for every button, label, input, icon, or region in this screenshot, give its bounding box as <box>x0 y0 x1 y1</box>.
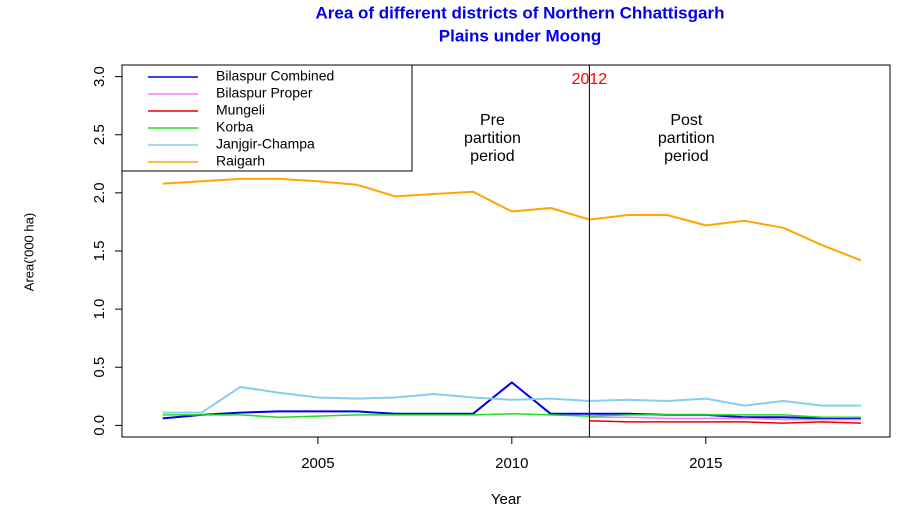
y-tick-label: 0.0 <box>91 415 108 436</box>
annotation: partition <box>464 130 521 147</box>
chart-title: Area of different districts of Northern … <box>316 3 725 22</box>
y-tick-label: 2.0 <box>91 182 108 203</box>
legend-label: Janjgir-Champa <box>216 136 315 152</box>
x-axis-label: Year <box>491 491 521 508</box>
legend-box <box>121 64 413 172</box>
legend-label: Bilaspur Combined <box>216 68 334 84</box>
annotation: Post <box>670 112 703 129</box>
annotation: partition <box>658 130 715 147</box>
y-tick-label: 3.0 <box>91 66 108 87</box>
series-line <box>162 413 861 418</box>
series-line <box>162 177 862 262</box>
x-tick-label: 2015 <box>689 455 722 472</box>
annotation: period <box>470 148 514 165</box>
series-line <box>162 386 861 414</box>
legend-label: Bilaspur Proper <box>216 85 313 101</box>
legend-label: Korba <box>216 119 254 135</box>
legend-label: Mungeli <box>216 102 265 118</box>
chart-title: Plains under Moong <box>439 26 601 45</box>
y-tick-label: 1.0 <box>91 299 108 320</box>
series-line <box>589 419 861 424</box>
x-tick-label: 2010 <box>495 455 528 472</box>
y-axis-label: Area('000 ha) <box>21 213 36 291</box>
series-line <box>589 416 861 421</box>
annotation: Pre <box>480 112 505 129</box>
y-tick-label: 2.5 <box>91 124 108 145</box>
series-line <box>162 381 861 420</box>
x-tick-label: 2005 <box>301 455 334 472</box>
legend-label: Raigarh <box>216 153 265 169</box>
y-tick-label: 0.5 <box>91 357 108 378</box>
partition-label: 2012 <box>572 71 608 88</box>
y-tick-label: 1.5 <box>91 241 108 262</box>
annotation: period <box>664 148 708 165</box>
